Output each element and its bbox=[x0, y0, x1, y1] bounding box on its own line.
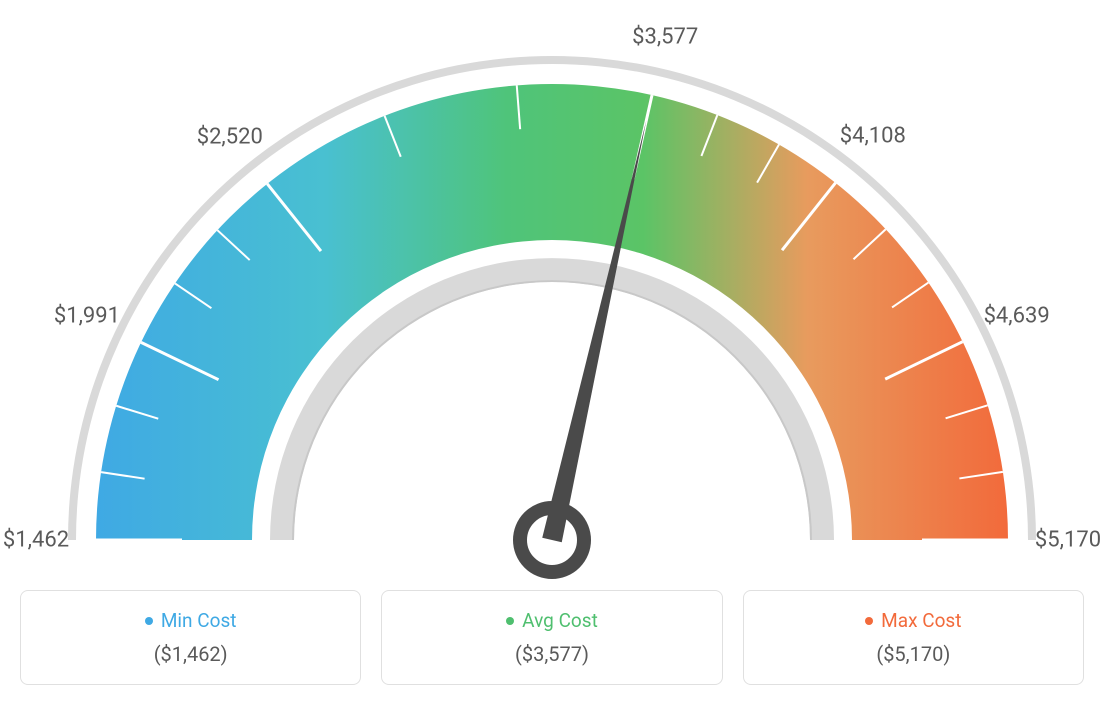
legend-min-value: ($1,462) bbox=[21, 642, 360, 666]
legend-avg-dot bbox=[506, 617, 514, 625]
legend-min-dot bbox=[145, 617, 153, 625]
legend-max-dot bbox=[865, 617, 873, 625]
gauge-tick-label: $2,520 bbox=[197, 124, 263, 149]
legend-max-title: Max Cost bbox=[881, 609, 961, 632]
gauge-tick-label: $4,108 bbox=[840, 123, 906, 148]
legend-avg-value: ($3,577) bbox=[382, 642, 721, 666]
legend: Min Cost ($1,462) Avg Cost ($3,577) Max … bbox=[20, 590, 1084, 685]
gauge-svg bbox=[20, 20, 1084, 580]
legend-avg-title-row: Avg Cost bbox=[506, 609, 598, 632]
gauge-tick-label: $5,170 bbox=[1035, 528, 1101, 553]
legend-min-title-row: Min Cost bbox=[145, 609, 237, 632]
legend-avg-title: Avg Cost bbox=[522, 609, 598, 632]
gauge-tick-label: $1,991 bbox=[54, 304, 120, 329]
legend-min-title: Min Cost bbox=[161, 609, 237, 632]
legend-avg-card: Avg Cost ($3,577) bbox=[381, 590, 722, 685]
cost-gauge: $1,462$1,991$2,520$3,577$4,108$4,639$5,1… bbox=[20, 20, 1084, 580]
gauge-tick-label: $1,462 bbox=[3, 528, 69, 553]
legend-max-value: ($5,170) bbox=[744, 642, 1083, 666]
legend-max-card: Max Cost ($5,170) bbox=[743, 590, 1084, 685]
gauge-tick-label: $4,639 bbox=[984, 303, 1050, 328]
gauge-tick-label: $3,577 bbox=[632, 24, 698, 49]
legend-max-title-row: Max Cost bbox=[865, 609, 961, 632]
legend-min-card: Min Cost ($1,462) bbox=[20, 590, 361, 685]
